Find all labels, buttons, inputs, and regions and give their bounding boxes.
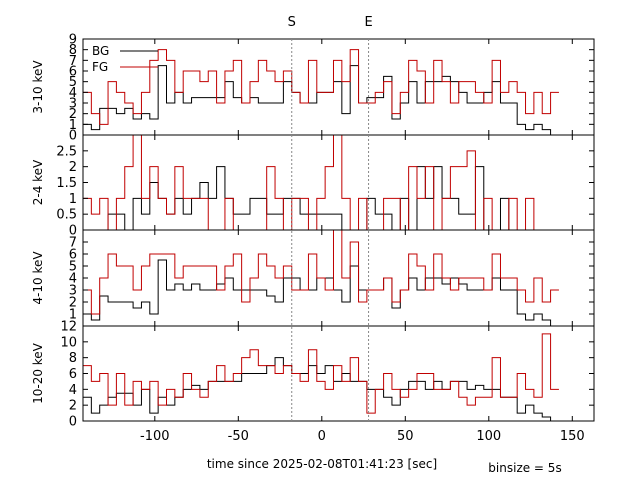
x-tick-label: -50 — [228, 429, 249, 444]
y-tick-label: 12 — [60, 320, 77, 335]
marker-label-s: S — [288, 15, 296, 30]
series-bg-line — [83, 65, 559, 135]
y-tick-label: 8 — [69, 43, 77, 58]
y-tick-label: 6 — [69, 248, 77, 263]
y-tick-label: 6 — [69, 367, 77, 382]
y-axis-label: 10-20 keV — [31, 342, 45, 404]
y-tick-label: 1 — [69, 192, 77, 207]
legend-fg-label: FG — [92, 60, 108, 74]
y-tick-label: 2 — [69, 399, 77, 414]
x-tick-label: 100 — [476, 429, 501, 444]
y-tick-label: 0.5 — [56, 208, 77, 223]
y-axis-label: 4-10 keV — [31, 251, 45, 305]
y-tick-label: 6 — [69, 65, 77, 80]
y-tick-label: 2 — [69, 107, 77, 122]
series-fg-line — [83, 49, 559, 125]
y-axis-label: 2-4 keV — [31, 159, 45, 205]
legend: BG FG — [92, 44, 158, 74]
y-tick-label: 0 — [69, 129, 77, 144]
y-tick-label: 5 — [69, 260, 77, 275]
x-tick-label: 150 — [560, 429, 585, 444]
y-tick-label: 10 — [60, 335, 77, 350]
marker-label-e: E — [364, 15, 372, 30]
x-tick-label: -100 — [140, 429, 170, 444]
y-tick-label: 3 — [69, 284, 77, 299]
y-tick-label: 7 — [69, 54, 77, 69]
y-axis-label: 3-10 keV — [31, 60, 45, 114]
binsize-note: binsize = 5s — [488, 461, 561, 475]
y-tick-label: 7 — [69, 236, 77, 251]
series-fg-line — [83, 333, 559, 414]
y-tick-label: 8 — [69, 351, 77, 366]
y-tick-label: 5 — [69, 75, 77, 90]
y-tick-label: 9 — [69, 33, 77, 48]
y-tick-label: 3 — [69, 97, 77, 112]
y-tick-label: 4 — [69, 383, 77, 398]
y-tick-label: 2 — [69, 296, 77, 311]
y-tick-label: 1 — [69, 308, 77, 323]
panel-2: 00.511.522.5 2-4 keV — [31, 134, 595, 239]
series-fg-line — [83, 135, 559, 230]
series-bg-line — [83, 357, 559, 421]
y-tick-label: 1.5 — [56, 176, 77, 191]
y-tick-label: 2 — [69, 160, 77, 175]
x-axis-label: time since 2025-02-08T01:41:23 [sec] — [207, 457, 437, 471]
series-bg-line — [83, 259, 559, 326]
y-tick-label: 2.5 — [56, 144, 77, 159]
y-tick-label: 4 — [69, 272, 77, 287]
legend-bg-label: BG — [92, 44, 109, 58]
y-tick-label: 4 — [69, 86, 77, 101]
y-tick-label: 0 — [69, 224, 77, 239]
x-tick-label: 50 — [397, 429, 414, 444]
y-tick-label: 0 — [69, 415, 77, 430]
series-fg-line — [83, 230, 559, 315]
y-tick-label: 1 — [69, 118, 77, 133]
x-tick-label: 0 — [318, 429, 326, 444]
